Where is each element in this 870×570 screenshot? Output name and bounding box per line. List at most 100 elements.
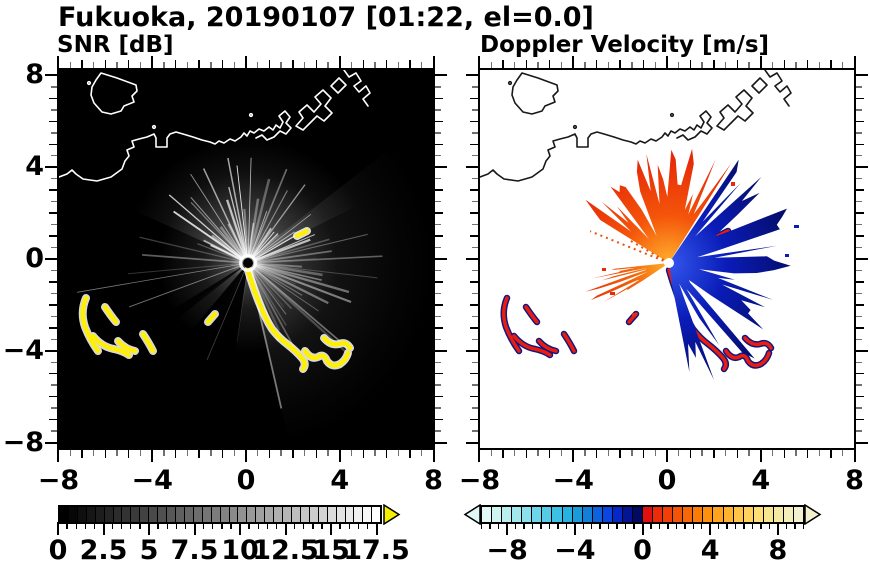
radar-center-dot xyxy=(243,258,253,268)
axis-tick xyxy=(435,258,447,260)
axis-tick xyxy=(472,384,478,386)
axis-tick xyxy=(121,522,123,529)
axis-tick xyxy=(174,450,177,458)
axis-tick xyxy=(151,450,154,462)
x-axis-tick-label: −8 xyxy=(37,465,80,496)
axis-tick xyxy=(239,522,242,535)
axis-tick xyxy=(233,62,235,68)
axis-tick xyxy=(771,450,774,456)
axis-tick xyxy=(573,522,576,535)
axis-tick xyxy=(743,522,745,529)
axis-tick xyxy=(667,522,669,529)
doppler-fan-red xyxy=(585,148,732,263)
axis-tick xyxy=(856,281,864,283)
colorbar-cell xyxy=(220,507,230,522)
axis-tick xyxy=(49,143,57,145)
axis-tick xyxy=(470,281,478,283)
axis-tick xyxy=(435,418,443,421)
axis-tick xyxy=(268,450,271,458)
axis-tick xyxy=(435,338,441,340)
colorbar-cell xyxy=(552,507,563,522)
x-axis-tick-label: −4 xyxy=(131,465,173,496)
colorbar-cell xyxy=(184,507,194,522)
axis-tick xyxy=(315,450,317,458)
axis-tick xyxy=(116,62,118,68)
axis-tick xyxy=(174,60,177,68)
axis-tick xyxy=(49,120,57,123)
axis-tick xyxy=(312,522,314,529)
axis-tick xyxy=(51,200,57,203)
axis-tick xyxy=(853,56,856,68)
axis-tick xyxy=(51,384,57,386)
colorbar-cell xyxy=(122,507,132,522)
colorbar-cell xyxy=(202,507,212,522)
colorbar-cell xyxy=(592,507,603,522)
axis-tick xyxy=(257,522,259,529)
axis-tick xyxy=(641,522,644,535)
axis-tick xyxy=(802,522,804,529)
axis-tick xyxy=(49,97,57,100)
axis-tick xyxy=(397,62,400,68)
axis-tick xyxy=(435,212,443,214)
snr-faint-ray xyxy=(206,262,249,361)
axis-tick xyxy=(472,155,478,157)
axis-tick xyxy=(619,450,621,458)
axis-tick xyxy=(435,292,441,295)
axis-tick xyxy=(166,522,168,529)
axis-tick xyxy=(472,315,478,318)
axis-tick xyxy=(724,450,727,456)
axis-tick xyxy=(642,450,645,458)
colorbar-cell xyxy=(158,507,168,522)
axis-tick xyxy=(658,522,661,529)
axis-tick xyxy=(856,441,868,444)
axis-tick xyxy=(128,450,130,458)
axis-tick xyxy=(435,109,441,111)
colorbar-tick-label: 12.5 xyxy=(252,535,319,566)
axis-tick xyxy=(198,450,200,458)
axis-tick xyxy=(856,315,862,318)
axis-tick xyxy=(470,97,478,100)
colorbar-tick-label: −4 xyxy=(554,535,596,566)
axis-tick xyxy=(724,62,727,68)
colorbar-tick-label: 5 xyxy=(139,535,159,566)
axis-tick xyxy=(435,327,443,329)
colorbar-cell xyxy=(291,507,301,522)
axis-tick xyxy=(537,62,539,68)
axis-tick xyxy=(221,522,223,529)
colorbar-cell xyxy=(167,507,176,522)
colorbar-cell xyxy=(274,507,284,522)
colorbar-cell xyxy=(502,507,513,522)
doppler-fan-blue xyxy=(669,159,791,380)
axis-tick xyxy=(595,450,598,458)
axis-tick xyxy=(856,143,864,145)
axis-tick xyxy=(525,450,528,458)
axis-tick xyxy=(116,450,118,456)
axis-tick xyxy=(421,450,423,456)
colorbar-cell xyxy=(283,507,292,522)
axis-tick xyxy=(560,62,563,68)
axis-tick xyxy=(49,327,57,329)
axis-tick xyxy=(210,62,212,68)
axis-tick xyxy=(93,522,96,529)
axis-tick xyxy=(221,60,224,68)
axis-tick xyxy=(595,60,598,68)
colorbar-cell xyxy=(193,507,203,522)
colorbar-tick-label: 4 xyxy=(700,535,720,566)
axis-tick xyxy=(478,450,481,462)
axis-tick xyxy=(435,86,441,88)
axis-tick xyxy=(435,373,443,375)
axis-tick xyxy=(435,155,441,157)
axis-tick xyxy=(856,430,862,432)
axis-tick xyxy=(432,450,435,462)
axis-tick xyxy=(540,522,542,529)
axis-tick xyxy=(506,522,509,535)
axis-tick xyxy=(435,430,441,432)
axis-tick xyxy=(45,441,57,444)
axis-tick xyxy=(584,450,586,456)
axis-tick xyxy=(104,60,107,68)
colorbar-cell xyxy=(713,507,724,522)
axis-tick xyxy=(111,522,114,529)
axis-tick xyxy=(435,281,443,283)
axis-tick xyxy=(713,60,715,68)
axis-tick xyxy=(57,450,60,462)
